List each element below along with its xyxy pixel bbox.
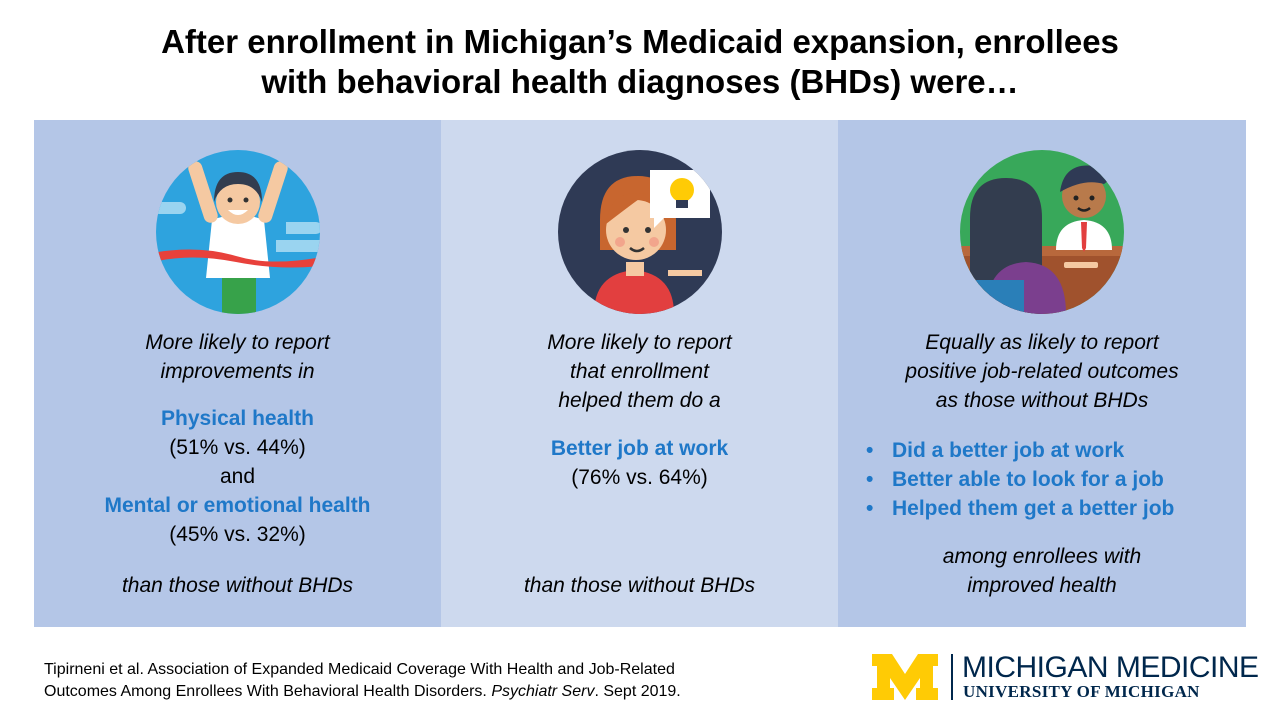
panel-job-performance: More likely to report that enrollment he…: [441, 120, 838, 627]
mental-health-label: Mental or emotional health: [104, 494, 371, 517]
physical-health-stat: (51% vs. 44%): [169, 436, 306, 459]
panel-health-improvements: More likely to report improvements in Ph…: [34, 120, 441, 627]
panel3-intro-line-3: as those without BHDs: [935, 389, 1149, 412]
panel3-intro: Equally as likely to report positive job…: [838, 328, 1246, 415]
title-line-2: with behavioral health diagnoses (BHDs) …: [261, 63, 1019, 100]
citation-text: Outcomes Among Enrollees With Behavioral…: [44, 683, 492, 700]
logo-name: MICHIGAN MEDICINE: [962, 651, 1259, 684]
panel1-footer: than those without BHDs: [121, 574, 354, 597]
and-label: and: [219, 465, 256, 488]
panel3-footer: among enrollees with improved health: [838, 542, 1246, 600]
panel1-findings: Physical health (51% vs. 44%) and Mental…: [34, 404, 441, 549]
panel3-intro-line-2: positive job-related outcomes: [905, 360, 1179, 383]
citation-line-2: Outcomes Among Enrollees With Behavioral…: [44, 681, 834, 703]
list-item: • Better able to look for a job: [866, 468, 1164, 491]
panel3-intro-line-1: Equally as likely to report: [925, 331, 1159, 354]
logo-divider: [951, 654, 953, 700]
panel2-findings: Better job at work (76% vs. 64%): [441, 434, 838, 492]
panel2-footer: than those without BHDs: [523, 574, 756, 597]
panel2-intro-line-3: helped them do a: [558, 389, 721, 412]
winner-runner-icon: [155, 150, 320, 314]
bullet-text: Helped them get a better job: [892, 497, 1175, 520]
panel2-intro-line-2: that enrollment: [570, 360, 709, 383]
michigan-medicine-logo: MICHIGAN MEDICINE UNIVERSITY OF MICHIGAN: [870, 650, 1259, 706]
citation-journal: Psychiatr Serv: [491, 683, 595, 700]
panel3-footer-line-2: improved health: [967, 574, 1117, 597]
citation: Tipirneni et al. Association of Expanded…: [44, 659, 834, 703]
idea-person-icon: [557, 150, 722, 314]
logo-subtitle: UNIVERSITY OF MICHIGAN: [963, 682, 1200, 701]
bullet-text: Better able to look for a job: [892, 468, 1164, 491]
panel1-intro: More likely to report improvements in: [34, 328, 441, 386]
page-title: After enrollment in Michigan’s Medicaid …: [0, 22, 1280, 102]
panel2-intro: More likely to report that enrollment he…: [441, 328, 838, 415]
title-line-1: After enrollment in Michigan’s Medicaid …: [161, 23, 1119, 60]
panel2-intro-line-1: More likely to report: [547, 331, 732, 354]
outcome-bullet-list: • Did a better job at work • Better able t…: [862, 436, 1232, 523]
list-item: • Helped them get a better job: [866, 497, 1175, 520]
citation-date: . Sept 2019.: [594, 683, 681, 700]
better-job-label: Better job at work: [550, 437, 729, 460]
list-item: • Did a better job at work: [866, 439, 1125, 462]
panel3-footer-line-1: among enrollees with: [942, 545, 1142, 568]
mental-health-stat: (45% vs. 32%): [169, 523, 306, 546]
panel-job-outcomes: Equally as likely to report positive job…: [838, 120, 1246, 627]
citation-line-1: Tipirneni et al. Association of Expanded…: [44, 661, 675, 678]
job-interview-icon: [960, 150, 1124, 314]
better-job-stat: (76% vs. 64%): [571, 466, 708, 489]
block-m-icon: [870, 652, 940, 702]
panel1-intro-line-1: More likely to report: [145, 331, 330, 354]
panel1-intro-line-2: improvements in: [160, 360, 315, 383]
bullet-text: Did a better job at work: [892, 439, 1125, 462]
physical-health-label: Physical health: [161, 407, 314, 430]
